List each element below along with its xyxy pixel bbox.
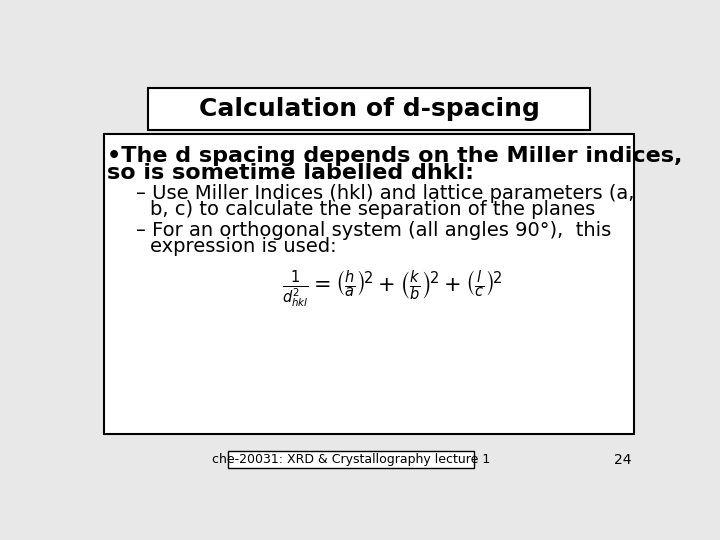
Text: $\frac{1}{d^{2}_{hkl}} = \left(\frac{h}{a}\right)^{\!2} + \left(\frac{k}{b}\righ: $\frac{1}{d^{2}_{hkl}} = \left(\frac{h}{… bbox=[282, 269, 503, 310]
Text: che-20031: XRD & Crystallography lecture 1: che-20031: XRD & Crystallography lecture… bbox=[212, 453, 490, 467]
Text: – For an orthogonal system (all angles 90°),  this: – For an orthogonal system (all angles 9… bbox=[137, 221, 612, 240]
Bar bbox=[228, 451, 474, 468]
Bar bbox=[148, 88, 590, 130]
Text: expression is used:: expression is used: bbox=[150, 237, 337, 256]
Text: 24: 24 bbox=[614, 453, 632, 467]
Text: Calculation of d-spacing: Calculation of d-spacing bbox=[199, 97, 539, 122]
Text: •The d spacing depends on the Miller indices,: •The d spacing depends on the Miller ind… bbox=[107, 146, 683, 166]
Bar bbox=[104, 134, 634, 434]
Text: so is sometime labelled dhkl:: so is sometime labelled dhkl: bbox=[107, 163, 474, 183]
Text: – Use Miller Indices (hkl) and lattice parameters (a,: – Use Miller Indices (hkl) and lattice p… bbox=[137, 184, 635, 203]
Text: b, c) to calculate the separation of the planes: b, c) to calculate the separation of the… bbox=[150, 200, 595, 219]
